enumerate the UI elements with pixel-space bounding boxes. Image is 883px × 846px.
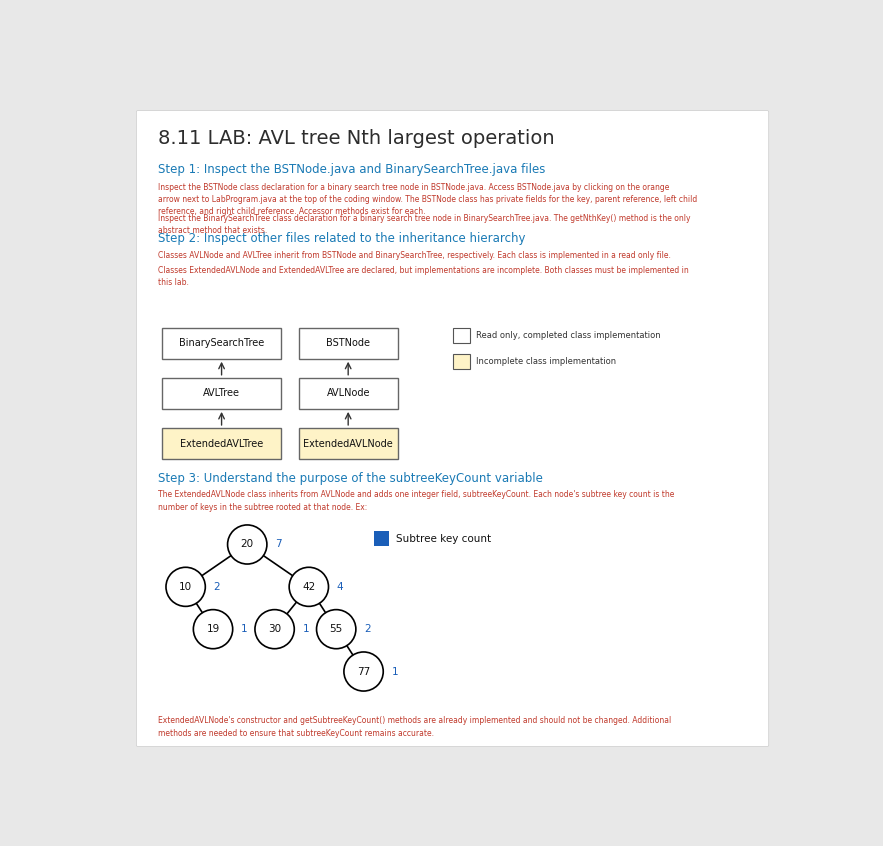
Text: Incomplete class implementation: Incomplete class implementation	[476, 357, 616, 366]
FancyBboxPatch shape	[298, 428, 398, 459]
Text: 42: 42	[302, 582, 315, 592]
Text: AVLNode: AVLNode	[327, 388, 370, 398]
Text: 55: 55	[329, 624, 343, 634]
Text: 4: 4	[336, 582, 343, 592]
Text: 20: 20	[241, 540, 253, 550]
Text: Read only, completed class implementation: Read only, completed class implementatio…	[476, 331, 660, 340]
FancyBboxPatch shape	[162, 327, 282, 359]
FancyBboxPatch shape	[298, 327, 398, 359]
Ellipse shape	[228, 525, 267, 564]
Text: Step 3: Understand the purpose of the subtreeKeyCount variable: Step 3: Understand the purpose of the su…	[158, 471, 543, 485]
Text: Step 1: Inspect the BSTNode.java and BinarySearchTree.java files: Step 1: Inspect the BSTNode.java and Bin…	[158, 163, 546, 177]
Text: Inspect the BinarySearchTree class declaration for a binary search tree node in : Inspect the BinarySearchTree class decla…	[158, 213, 691, 234]
Ellipse shape	[255, 610, 294, 649]
FancyBboxPatch shape	[136, 111, 769, 746]
FancyBboxPatch shape	[453, 328, 470, 343]
Ellipse shape	[166, 568, 206, 607]
FancyBboxPatch shape	[162, 377, 282, 409]
Text: 10: 10	[179, 582, 192, 592]
Text: The ExtendedAVLNode class inherits from AVLNode and adds one integer field, subt: The ExtendedAVLNode class inherits from …	[158, 491, 675, 512]
Text: 1: 1	[303, 624, 309, 634]
Text: Inspect the BSTNode class declaration for a binary search tree node in BSTNode.j: Inspect the BSTNode class declaration fo…	[158, 183, 698, 217]
Ellipse shape	[289, 568, 328, 607]
FancyBboxPatch shape	[374, 531, 389, 546]
Text: 77: 77	[357, 667, 370, 677]
FancyBboxPatch shape	[298, 377, 398, 409]
Text: Classes AVLNode and AVLTree inherit from BSTNode and BinarySearchTree, respectiv: Classes AVLNode and AVLTree inherit from…	[158, 250, 671, 260]
Text: 2: 2	[214, 582, 220, 592]
Text: 30: 30	[268, 624, 281, 634]
Text: 1: 1	[241, 624, 247, 634]
Text: 7: 7	[275, 540, 282, 550]
Text: BSTNode: BSTNode	[326, 338, 370, 349]
Ellipse shape	[343, 652, 383, 691]
FancyBboxPatch shape	[162, 428, 282, 459]
Text: 1: 1	[391, 667, 398, 677]
Text: 8.11 LAB: AVL tree Nth largest operation: 8.11 LAB: AVL tree Nth largest operation	[158, 129, 555, 148]
Text: Step 2: Inspect other files related to the inheritance hierarchy: Step 2: Inspect other files related to t…	[158, 232, 525, 244]
Text: ExtendedAVLNode: ExtendedAVLNode	[303, 438, 393, 448]
Text: Subtree key count: Subtree key count	[396, 534, 491, 544]
Text: Classes ExtendedAVLNode and ExtendedAVLTree are declared, but implementations ar: Classes ExtendedAVLNode and ExtendedAVLT…	[158, 266, 689, 287]
Text: ExtendedAVLTree: ExtendedAVLTree	[180, 438, 263, 448]
Text: BinarySearchTree: BinarySearchTree	[179, 338, 264, 349]
FancyBboxPatch shape	[453, 354, 470, 369]
Ellipse shape	[193, 610, 233, 649]
Text: AVLTree: AVLTree	[203, 388, 240, 398]
Text: 2: 2	[364, 624, 371, 634]
Text: 19: 19	[207, 624, 220, 634]
Ellipse shape	[316, 610, 356, 649]
Text: ExtendedAVLNode's constructor and getSubtreeKeyCount() methods are already imple: ExtendedAVLNode's constructor and getSub…	[158, 717, 672, 738]
